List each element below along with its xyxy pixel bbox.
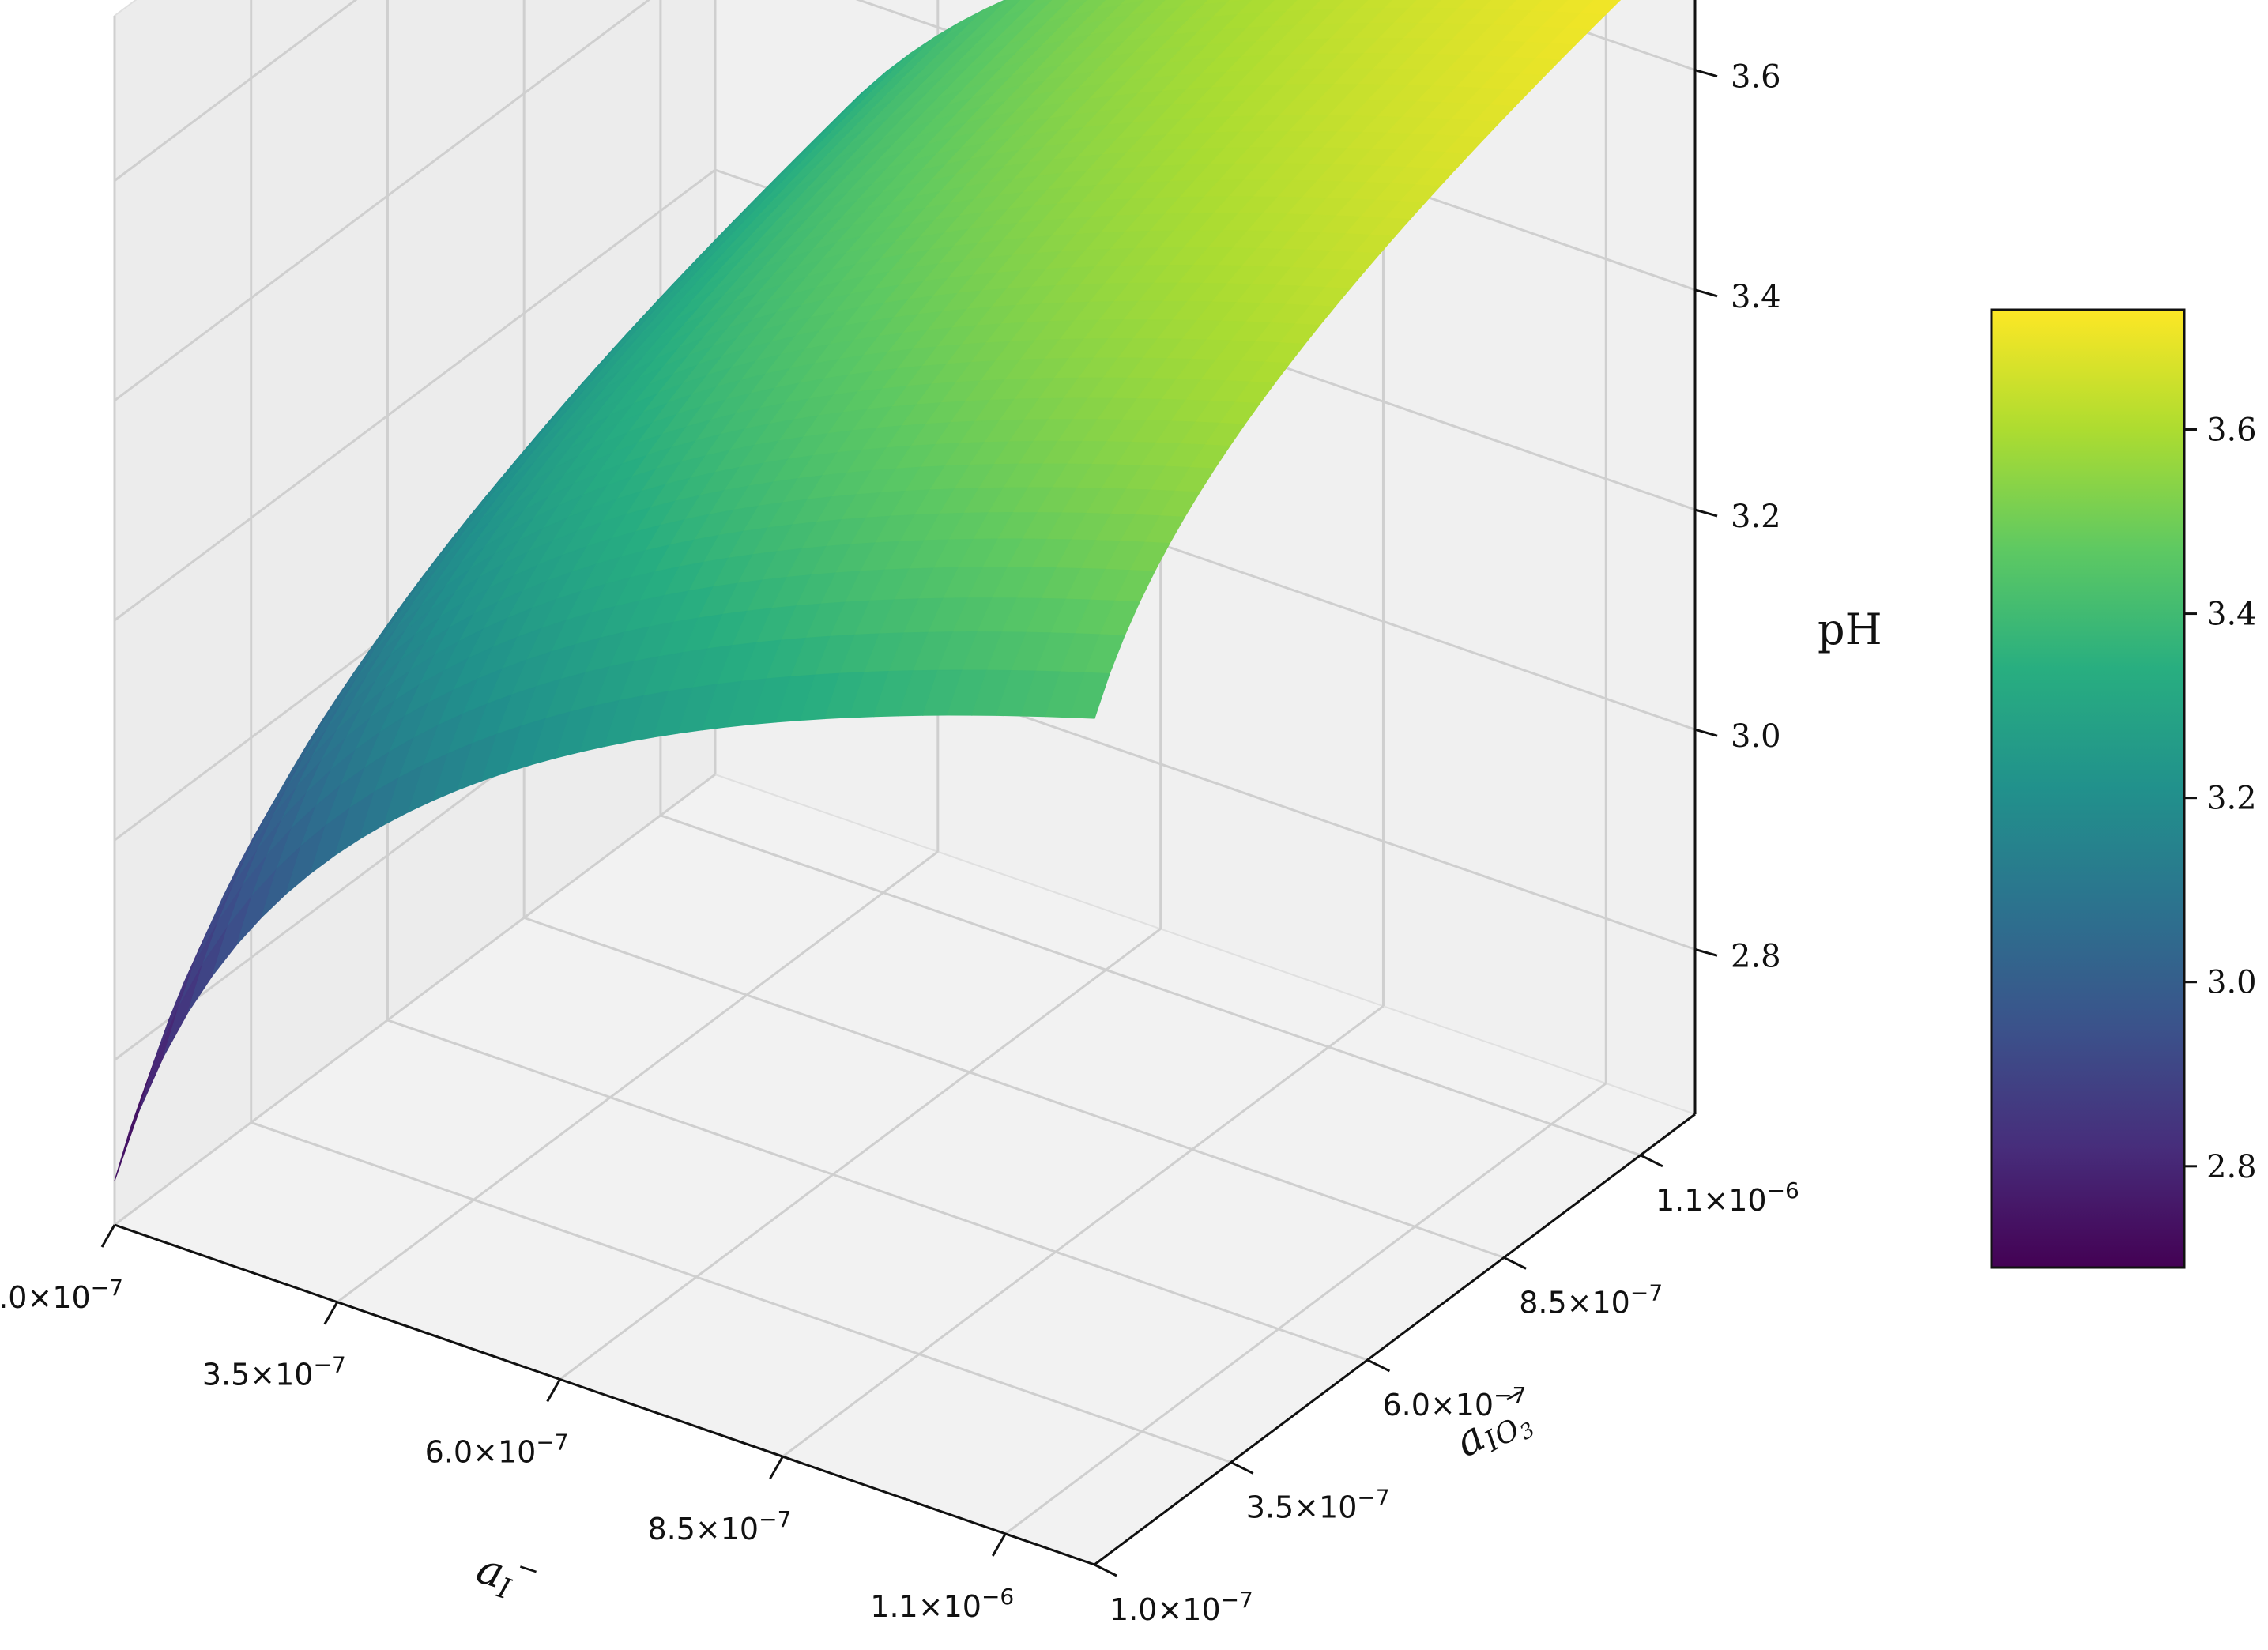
z-axis-label: pH bbox=[1818, 605, 1882, 654]
colorbar-tick-label: 2.8 bbox=[2206, 1149, 2257, 1185]
x-axis-label: aI− bbox=[469, 1539, 544, 1614]
y-gridline bbox=[386, 1019, 1368, 1362]
colorbar-tick-label: 3.6 bbox=[2206, 412, 2257, 449]
z-tick-label: 3.4 bbox=[1731, 279, 1781, 315]
y-tick-label: 3.5×10−7 bbox=[1246, 1484, 1390, 1524]
z-tick bbox=[1694, 288, 1718, 298]
y-tick-label: 1.0×10−7 bbox=[1110, 1587, 1253, 1627]
z-gridline bbox=[114, 168, 716, 622]
colorbar-tick-label: 3.4 bbox=[2206, 597, 2257, 633]
colorbar-ticks: 2.8 3.0 3.2 3.4 3.6 bbox=[2184, 412, 2257, 1185]
y-tick bbox=[1094, 1563, 1117, 1577]
x-tick-label: 3.5×10−7 bbox=[202, 1352, 346, 1392]
x-tick-label: 1.1×10−6 bbox=[870, 1584, 1014, 1624]
x-axis-line bbox=[114, 1223, 1095, 1566]
y-tick bbox=[1230, 1461, 1254, 1475]
z-gridline bbox=[114, 0, 651, 402]
tick-labels: 1.0×10−7 3.5×10−7 6.0×10−7 8.5×10−7 1.1×10−6… bbox=[0, 59, 1799, 1627]
z-gridline bbox=[114, 0, 358, 182]
z-tick-label: 3.6 bbox=[1731, 59, 1781, 96]
y-gridline bbox=[523, 916, 1505, 1259]
x-tick bbox=[991, 1533, 1007, 1557]
surface-plot bbox=[114, 0, 1622, 1181]
y-tick-label: 8.5×10−7 bbox=[1519, 1279, 1663, 1320]
x-gridline bbox=[1004, 1082, 1607, 1535]
x-tick-label: 1.0×10−7 bbox=[0, 1275, 123, 1315]
y-gridline bbox=[251, 1121, 1232, 1464]
z-tick bbox=[1694, 69, 1718, 78]
x-tick bbox=[769, 1456, 784, 1479]
x-gridline bbox=[782, 1004, 1385, 1458]
z-tick-label: 3.2 bbox=[1731, 499, 1781, 535]
y-tick bbox=[1366, 1358, 1391, 1373]
y-tick bbox=[1503, 1256, 1527, 1270]
colorbar-tick-label: 3.0 bbox=[2206, 965, 2257, 1001]
z-tick bbox=[1694, 728, 1718, 737]
z-tick-label: 2.8 bbox=[1731, 938, 1781, 974]
x-gridline bbox=[559, 928, 1162, 1381]
x-gridline bbox=[336, 850, 939, 1303]
z-tick bbox=[1694, 947, 1718, 957]
y-tick bbox=[1640, 1154, 1663, 1168]
surface-cell bbox=[1069, 672, 1110, 719]
x-tick-label: 8.5×10−7 bbox=[647, 1506, 791, 1546]
colorbar-gradient bbox=[1990, 308, 2186, 1269]
z-tick bbox=[1694, 508, 1718, 518]
x-gridline bbox=[114, 773, 716, 1226]
axis-lines bbox=[100, 0, 1718, 1577]
x-tick bbox=[323, 1301, 339, 1325]
y-tick-label: 6.0×10−7 bbox=[1382, 1382, 1526, 1422]
z-tick-label: 3.0 bbox=[1731, 718, 1781, 755]
colorbar-tick-label: 3.2 bbox=[2206, 781, 2257, 817]
colorbar: 2.8 3.0 3.2 3.4 3.6 bbox=[1990, 308, 2257, 1269]
x-tick-label: 6.0×10−7 bbox=[425, 1429, 569, 1469]
x-tick bbox=[546, 1378, 561, 1403]
y-tick-label: 1.1×10−6 bbox=[1656, 1177, 1799, 1218]
y-gridline bbox=[660, 814, 1641, 1157]
y-axis-line bbox=[1094, 1113, 1696, 1566]
x-tick bbox=[100, 1224, 116, 1248]
